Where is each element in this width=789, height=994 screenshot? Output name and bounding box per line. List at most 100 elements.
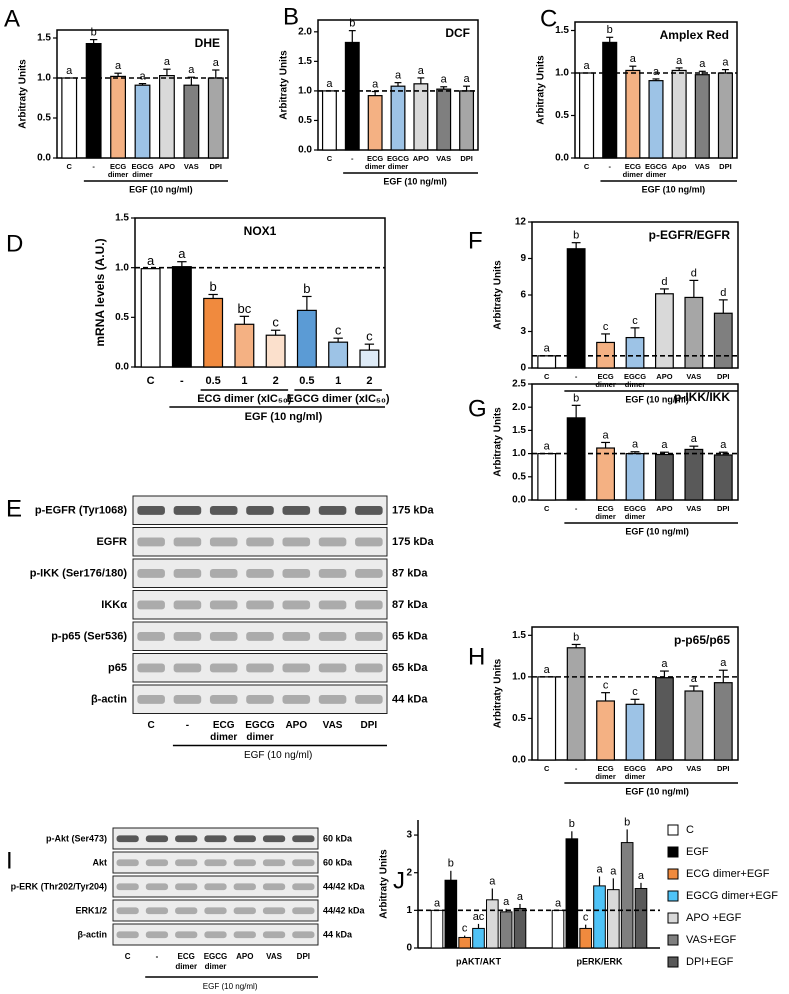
lane-label: dimer	[175, 962, 197, 971]
blot-band	[355, 506, 383, 515]
x-tick-label: ECG	[110, 162, 126, 171]
bar	[593, 885, 606, 949]
significance-letter: a	[632, 439, 639, 451]
x-tick-label: -	[575, 764, 578, 773]
x-tick-label: DPI	[717, 504, 730, 513]
x-tick-label: C	[147, 375, 155, 387]
blot-band	[173, 506, 202, 515]
blot-band	[204, 907, 227, 915]
chart-title: DCF	[445, 26, 470, 40]
blot-band	[292, 907, 315, 915]
significance-letter: c	[335, 323, 342, 338]
x-tick-label: EGCG	[131, 162, 153, 171]
blot-band	[246, 569, 274, 578]
legend-label: EGCG dimer+EGF	[686, 890, 778, 902]
blot-band	[209, 663, 238, 673]
bar	[171, 266, 192, 368]
blot-band	[204, 859, 227, 867]
y-tick-label: 1.0	[298, 86, 312, 97]
bar	[296, 309, 317, 368]
significance-letter: a	[164, 56, 171, 68]
bar	[620, 842, 634, 949]
x-tick-label: APO	[159, 162, 175, 171]
significance-letter: b	[607, 24, 613, 36]
blot-band	[209, 537, 238, 547]
blot-kda-label: 60 kDa	[323, 857, 353, 867]
blot-band	[282, 600, 311, 610]
significance-letter: b	[573, 230, 579, 242]
bar	[367, 95, 383, 151]
y-tick-label: 2	[406, 867, 412, 878]
blot-band	[137, 695, 165, 704]
x-tick-label: 1	[335, 375, 341, 387]
significance-letter: a	[489, 875, 496, 887]
significance-letter: a	[720, 657, 727, 669]
blot-band	[292, 859, 315, 867]
blot-band	[233, 883, 256, 891]
significance-letter: b	[210, 279, 217, 294]
y-tick-label: 0.5	[37, 113, 51, 124]
legend-swatch	[667, 956, 679, 968]
bar	[551, 909, 565, 949]
x-tick-label: dimer	[388, 162, 409, 171]
y-tick-label: 1.5	[37, 33, 51, 44]
significance-letter: ac	[473, 911, 485, 923]
significance-letter: a	[691, 673, 698, 685]
bar	[654, 293, 674, 369]
bar	[234, 323, 255, 368]
bar	[625, 69, 641, 159]
y-tick-label: 0.5	[512, 471, 526, 482]
y-axis-label: Arbitraty Units	[536, 55, 547, 125]
bar	[565, 838, 579, 949]
x-tick-label: DPI	[717, 764, 730, 773]
blot-band	[262, 931, 286, 939]
blot-band	[145, 835, 169, 843]
bar	[413, 83, 429, 151]
x-tick-label: DPI	[717, 372, 730, 381]
blot-band	[318, 506, 347, 515]
blot-band	[355, 569, 383, 578]
blot-row-label: p-p65 (Ser536)	[51, 631, 127, 643]
chart-title: DHE	[195, 36, 220, 50]
blot-band	[116, 859, 139, 867]
y-tick-label: 2.5	[512, 379, 526, 390]
x-tick-label: -	[351, 154, 354, 163]
significance-letter: b	[573, 392, 579, 404]
blot-row-label: p-Akt (Ser473)	[46, 833, 107, 843]
lane-label: DPI	[297, 952, 310, 961]
blot-band	[355, 600, 383, 610]
x-tick-label: -	[575, 372, 578, 381]
lane-label: C	[148, 720, 155, 731]
x-tick-label: VAS	[686, 764, 701, 773]
bar	[684, 296, 704, 369]
blot-band	[246, 506, 274, 515]
significance-letter: a	[653, 66, 660, 78]
blot-band	[173, 600, 202, 610]
blot-band	[318, 632, 347, 641]
significance-letter: c	[603, 680, 609, 692]
y-tick-label: 9	[520, 253, 526, 264]
panel-letter: D	[6, 230, 23, 257]
blot-band	[233, 859, 256, 867]
blot-band	[246, 632, 274, 641]
significance-letter: b	[303, 281, 310, 296]
blot-band	[292, 835, 315, 843]
bar	[713, 312, 733, 369]
panel-letter: E	[6, 495, 22, 522]
blot-band	[282, 506, 311, 515]
blot-kda-label: 175 kDa	[392, 505, 434, 517]
significance-letter: c	[462, 922, 468, 934]
blot-band	[262, 859, 286, 867]
y-tick-label: 0.0	[512, 495, 526, 506]
bar	[713, 454, 733, 501]
legend-label: DPI+EGF	[686, 956, 734, 968]
lane-label: ECG	[213, 720, 235, 731]
bar	[684, 448, 704, 501]
blot-band	[137, 569, 165, 578]
blot-row-label: EGFR	[96, 536, 127, 548]
significance-letter: a	[555, 897, 562, 909]
legend-swatch	[667, 868, 679, 880]
bar	[579, 72, 595, 159]
significance-letter: a	[115, 60, 122, 72]
bar	[537, 355, 557, 369]
